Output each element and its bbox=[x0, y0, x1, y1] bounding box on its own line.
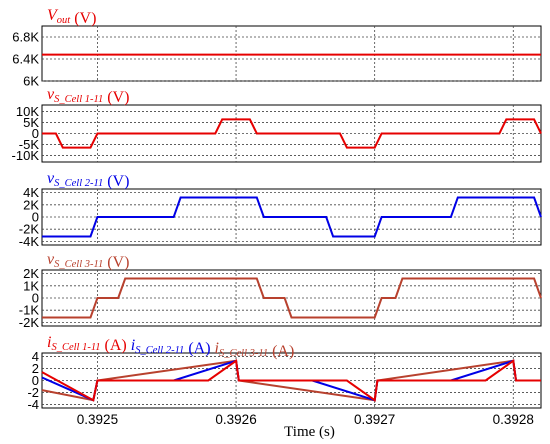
panel-5-ytick-label: -4 bbox=[27, 397, 39, 412]
panel-4-ytick-label: 1K bbox=[23, 278, 39, 293]
panel-3-ytick-label: -4K bbox=[19, 234, 40, 249]
panel-3-ytick-label: 0 bbox=[32, 210, 39, 225]
panel-2-ytick-label: 10K bbox=[16, 104, 39, 119]
panel-2-title: vS_Cell 1-11 (V) bbox=[47, 86, 129, 106]
panel-1-ytick-label: 6K bbox=[23, 74, 39, 89]
panel-2-ytick-label: 0 bbox=[32, 126, 39, 141]
panel-5-series-3 bbox=[41, 359, 541, 402]
panel-4-ytick-label: 2K bbox=[23, 266, 39, 281]
panel-2-ytick-label: 5K bbox=[23, 115, 39, 130]
panel-4-series-1 bbox=[42, 277, 542, 319]
x-tick-label: 0.3927 bbox=[354, 412, 395, 427]
panel-4-ytick-label: -1K bbox=[19, 303, 40, 318]
panel-3-series-1 bbox=[42, 196, 542, 238]
x-axis-label: Time (s) bbox=[284, 424, 335, 440]
panel-5-ytick-label: 0 bbox=[32, 373, 39, 388]
panel-5-ytick-label: 2 bbox=[32, 361, 39, 376]
panel-5-ytick-label: -2 bbox=[27, 385, 39, 400]
panel-2-ytick-label: -5K bbox=[19, 137, 40, 152]
panel-3-ytick-label: -2K bbox=[19, 222, 40, 237]
panel-3-ytick-label: 2K bbox=[23, 197, 39, 212]
panel-3-ytick-label: 4K bbox=[23, 185, 39, 200]
panel-5-ytick-label: 4 bbox=[32, 349, 39, 364]
panel-1-frame bbox=[41, 25, 542, 82]
panel-3-title: vS_Cell 2-11 (V) bbox=[47, 170, 129, 190]
panel-2-ytick-label: -10K bbox=[12, 148, 40, 163]
panel-1-title: Vout (V) bbox=[47, 7, 96, 27]
panel-4-title: vS_Cell 3-11 (V) bbox=[47, 251, 129, 271]
x-tick-label: 0.3925 bbox=[77, 412, 118, 427]
x-tick-label: 0.3926 bbox=[215, 412, 256, 427]
x-tick-label: 0.3928 bbox=[493, 412, 534, 427]
panel-1-ytick-label: 6.4K bbox=[12, 52, 39, 67]
panel-1-ytick-label: 6.8K bbox=[12, 30, 39, 45]
panel-2-series-1 bbox=[42, 118, 542, 149]
panel-4-ytick-label: -2K bbox=[19, 315, 40, 330]
panel-4-ytick-label: 0 bbox=[32, 291, 39, 306]
panel-5-title: iS_Cell 1-11 (A) iS_Cell 2-11 (A) iS_Cel… bbox=[47, 334, 294, 360]
